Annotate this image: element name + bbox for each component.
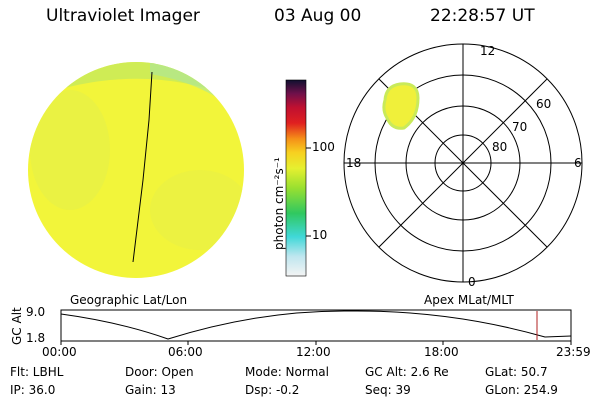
y-tick-high: 9.0 bbox=[26, 305, 46, 319]
mlt-label-0: 0 bbox=[468, 275, 476, 289]
x-tick-0000: 00:00 bbox=[42, 345, 77, 359]
colorbar-unit-label: photon cm⁻²s⁻¹ bbox=[272, 157, 286, 250]
lat-label-80: 80 bbox=[492, 140, 508, 154]
seq-info: Seq: 39 bbox=[365, 383, 411, 397]
mlt-label-6: 6 bbox=[574, 156, 582, 170]
date-label: 03 Aug 00 bbox=[274, 6, 362, 26]
door-info: Door: Open bbox=[125, 365, 194, 379]
flt-info: Flt: LBHL bbox=[10, 365, 64, 379]
x-tick-1200: 12:00 bbox=[296, 345, 331, 359]
x-tick-2359: 23:59 bbox=[556, 345, 591, 359]
ip-info: IP: 36.0 bbox=[10, 383, 56, 397]
polar-plot bbox=[343, 43, 583, 283]
glat-info: GLat: 50.7 bbox=[485, 365, 548, 379]
gain-info: Gain: 13 bbox=[125, 383, 176, 397]
gc-alt-info: GC Alt: 2.6 Re bbox=[365, 365, 449, 379]
time-label: 22:28:57 UT bbox=[430, 6, 535, 26]
timeline-plot bbox=[60, 309, 572, 345]
glon-info: GLon: 254.9 bbox=[485, 383, 558, 397]
y-tick-low: 1.8 bbox=[26, 331, 46, 345]
app-title: Ultraviolet Imager bbox=[46, 6, 200, 26]
lat-label-70: 70 bbox=[512, 120, 528, 134]
altitude-curve bbox=[60, 310, 572, 340]
gc-alt-axis-title: GC Alt bbox=[10, 307, 24, 345]
x-tick-1800: 18:00 bbox=[424, 345, 459, 359]
lat-label-60: 60 bbox=[536, 97, 552, 111]
apex-coords-label: Apex MLat/MLT bbox=[424, 293, 514, 307]
x-tick-0600: 06:00 bbox=[168, 345, 203, 359]
colorbar-tick-100: 100 bbox=[312, 140, 335, 154]
dsp-info: Dsp: -0.2 bbox=[245, 383, 300, 397]
colorbar bbox=[285, 79, 311, 277]
mlt-label-12: 12 bbox=[480, 44, 496, 58]
mode-info: Mode: Normal bbox=[245, 365, 329, 379]
geo-coords-label: Geographic Lat/Lon bbox=[70, 293, 188, 307]
mlt-label-18: 18 bbox=[346, 156, 362, 170]
uv-image-disk bbox=[28, 62, 244, 278]
terminator-line bbox=[132, 71, 153, 263]
colorbar-tick-10: 10 bbox=[312, 228, 328, 242]
aurora-blob bbox=[382, 82, 420, 130]
